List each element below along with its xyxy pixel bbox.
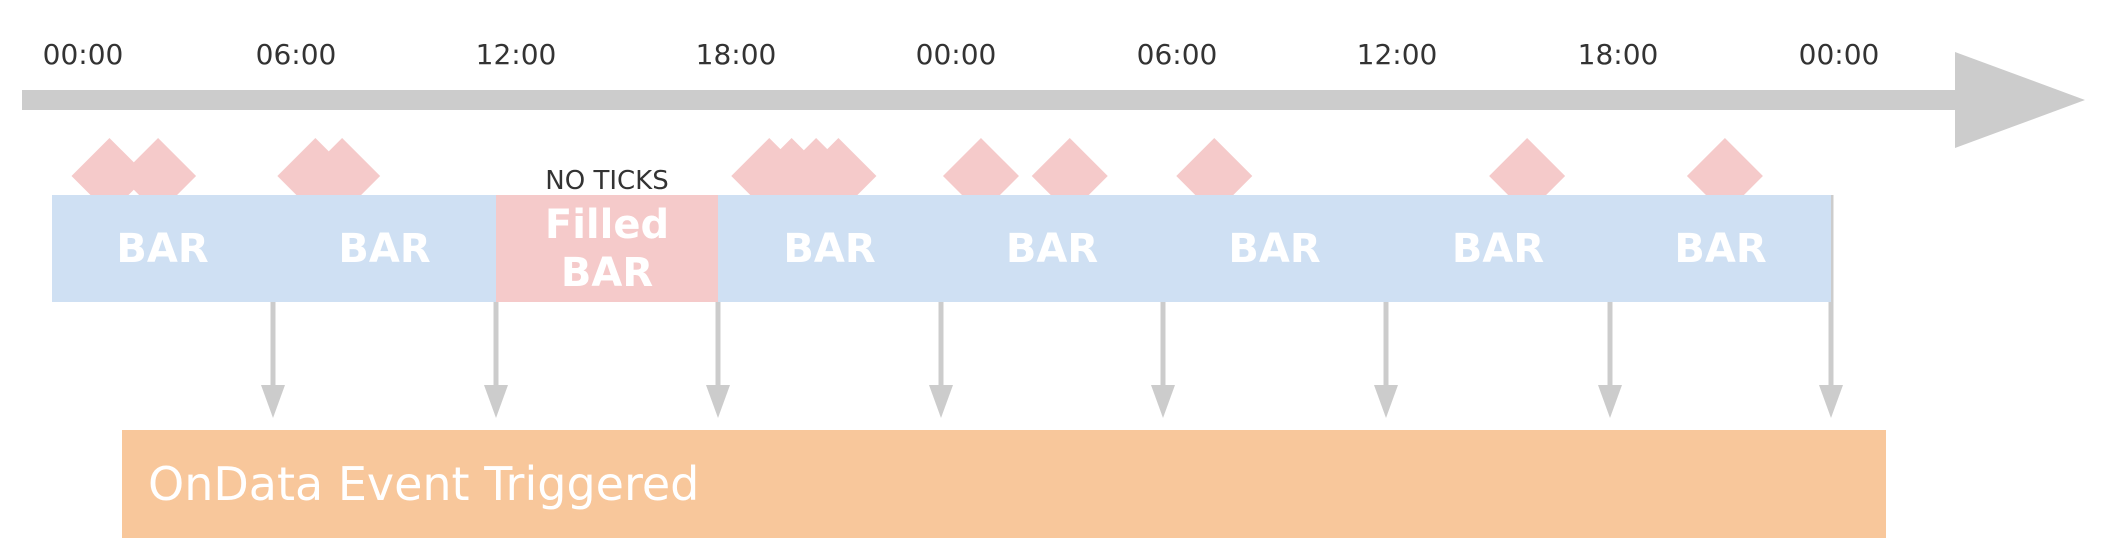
bar: BAR xyxy=(52,195,273,302)
bar: BAR xyxy=(1163,195,1386,302)
no-ticks-note: NO TICKS xyxy=(545,166,669,196)
time-label: 06:00 xyxy=(255,38,337,71)
bar-label: BAR xyxy=(783,225,876,272)
trigger-arrow-head xyxy=(706,385,730,418)
time-label: 00:00 xyxy=(915,38,997,71)
time-label: 18:00 xyxy=(695,38,777,71)
trigger-arrow-head xyxy=(484,385,508,418)
bar-label: BAR xyxy=(1005,225,1099,272)
bar: BAR xyxy=(718,195,941,302)
ondata-event-box: OnData Event Triggered xyxy=(122,430,1886,538)
trigger-arrow-head xyxy=(1598,385,1622,418)
bar-label: Filled BAR xyxy=(544,201,670,296)
time-label: 00:00 xyxy=(1798,38,1880,71)
bar-label: BAR xyxy=(116,225,209,272)
time-axis-arrowhead xyxy=(1955,52,2085,148)
time-label: 06:00 xyxy=(1136,38,1218,71)
trigger-arrow-head xyxy=(261,385,285,418)
time-label: 18:00 xyxy=(1577,38,1659,71)
trigger-arrow-head xyxy=(929,385,953,418)
bar-label: BAR xyxy=(1228,225,1321,272)
trigger-arrow-head xyxy=(1374,385,1398,418)
bar: BAR xyxy=(1610,195,1831,302)
filled-bar: Filled BAR xyxy=(496,195,718,302)
trigger-arrow-head xyxy=(1151,385,1175,418)
time-axis-shaft xyxy=(22,90,1982,110)
bar-label: BAR xyxy=(1674,225,1767,272)
event-label: OnData Event Triggered xyxy=(148,457,700,511)
time-label: 12:00 xyxy=(475,38,557,71)
time-label: 12:00 xyxy=(1356,38,1438,71)
bar-label: BAR xyxy=(338,225,431,272)
time-label: 00:00 xyxy=(42,38,124,71)
trigger-arrow-line xyxy=(1828,195,1834,390)
bar: BAR xyxy=(273,195,496,302)
bar: BAR xyxy=(941,195,1163,302)
bar: BAR xyxy=(1386,195,1610,302)
trigger-arrow-head xyxy=(1819,385,1843,418)
bar-label: BAR xyxy=(1451,225,1545,272)
